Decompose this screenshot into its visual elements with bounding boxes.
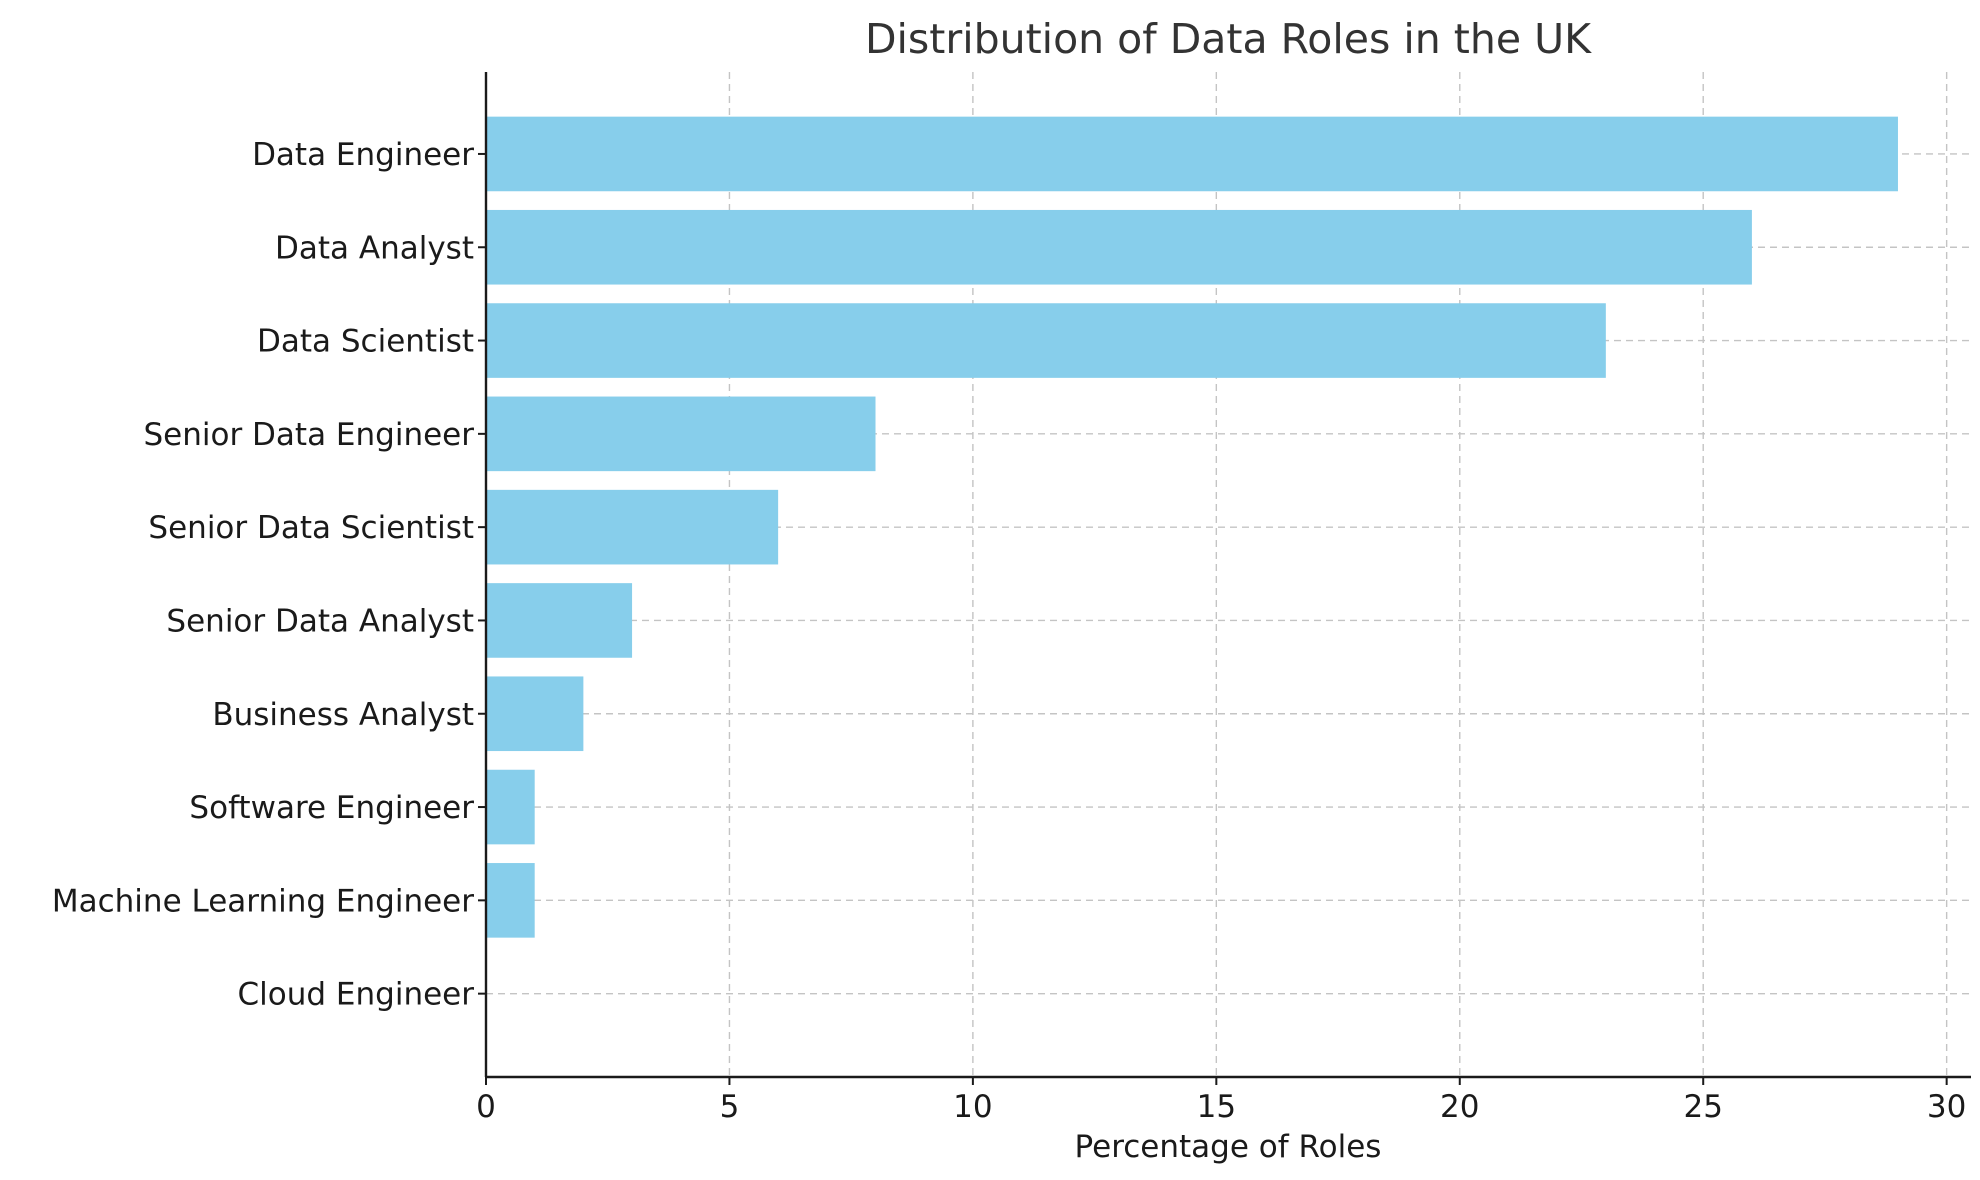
y-tick-label: Senior Data Scientist [148,510,474,546]
y-tick-label: Senior Data Engineer [143,417,474,453]
x-axis-label: Percentage of Roles [1075,1129,1382,1165]
bar [486,489,779,565]
bar [486,209,1752,285]
y-tick-label: Senior Data Analyst [166,603,474,639]
y-tick-label: Business Analyst [212,697,474,733]
x-tick-label: 25 [1683,1089,1722,1125]
bar [486,769,535,845]
y-tick-label: Data Scientist [257,324,474,360]
bar [486,676,584,752]
bar [486,116,1898,192]
bar [486,583,633,658]
x-tick-label: 20 [1440,1089,1479,1125]
y-tick-label: Software Engineer [189,790,474,826]
bars [486,116,1898,938]
x-tick-label: 15 [1197,1089,1236,1125]
x-tick-label: 0 [476,1089,496,1125]
x-axis-ticks: 0 5 10 15 20 25 30 [476,1077,1966,1125]
y-tick-label: Machine Learning Engineer [52,883,474,919]
y-axis-ticks: Data Engineer Data Analyst Data Scientist S… [52,137,486,1013]
x-tick-label: 5 [720,1089,740,1125]
bar [486,863,535,938]
axes [484,72,1971,1079]
x-tick-label: 10 [953,1089,992,1125]
y-tick-label: Data Analyst [275,230,474,266]
chart-title: Distribution of Data Roles in the UK [865,15,1592,63]
y-tick-label: Data Engineer [252,137,474,173]
bar [486,303,1606,378]
bar [486,396,876,472]
y-tick-label: Cloud Engineer [238,977,475,1013]
x-tick-label: 30 [1927,1089,1966,1125]
